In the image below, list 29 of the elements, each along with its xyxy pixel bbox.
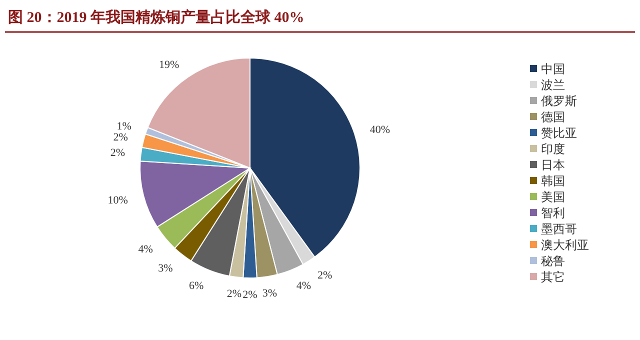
data-label: 19% (159, 58, 180, 71)
data-label: 2% (226, 288, 242, 300)
chart-title: 图 20：2019 年我国精炼铜产量占比全球 40% (8, 9, 304, 26)
data-label: 40% (370, 124, 390, 136)
legend-label: 俄罗斯 (541, 94, 577, 108)
data-label: 6% (188, 280, 204, 292)
data-label: 10% (108, 194, 128, 206)
legend-label: 中国 (541, 62, 565, 76)
legend-label: 德国 (541, 110, 565, 124)
data-label: 4% (138, 243, 153, 256)
data-label: 2% (318, 269, 332, 282)
legend-label: 澳大利亚 (541, 238, 589, 252)
legend-label: 日本 (541, 158, 565, 172)
legend-label: 墨西哥 (541, 222, 577, 236)
legend-label: 秘鲁 (541, 254, 565, 268)
data-label: 2% (242, 289, 258, 301)
data-label: 2% (110, 147, 125, 160)
data-label: 3% (262, 287, 278, 300)
legend-label: 韩国 (541, 174, 565, 188)
data-label: 3% (158, 262, 173, 275)
legend-label: 智利 (541, 206, 565, 220)
data-label: 4% (296, 280, 312, 292)
legend-label: 美国 (541, 190, 565, 204)
legend-label: 赞比亚 (541, 126, 577, 140)
data-label: 2% (113, 132, 128, 144)
legend-label: 印度 (541, 142, 565, 156)
legend-label: 其它 (541, 270, 565, 284)
data-label: 1% (116, 120, 132, 132)
legend-label: 波兰 (541, 78, 565, 92)
